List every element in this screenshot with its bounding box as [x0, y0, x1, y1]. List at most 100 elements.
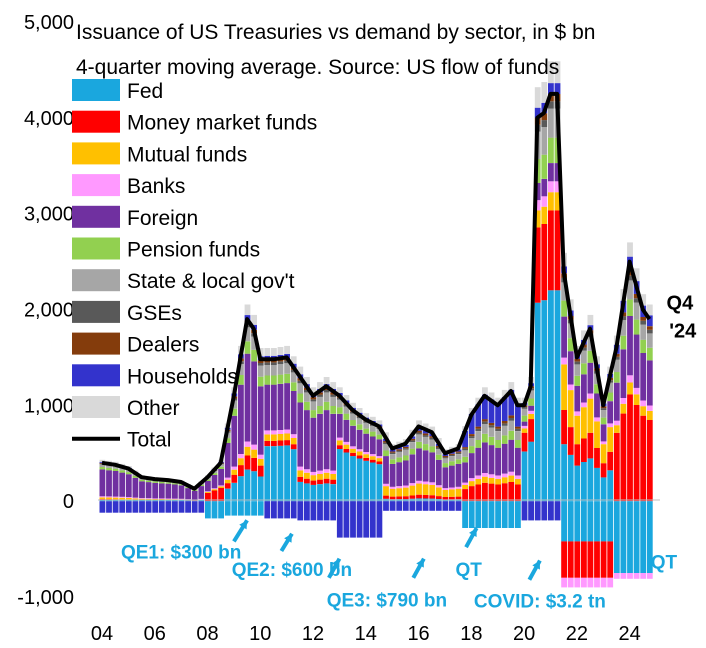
bar-segment: [132, 477, 139, 498]
bar-segment: [369, 456, 376, 460]
bar-segment: [442, 488, 449, 490]
bar-segment: [185, 488, 191, 500]
bar-segment: [475, 397, 482, 405]
bar-segment: [561, 282, 567, 301]
bar-segment: [304, 469, 310, 473]
bar-segment: [350, 420, 356, 426]
x-tick-label: 06: [144, 623, 166, 645]
bar-segment: [528, 390, 534, 399]
bar-segment: [244, 441, 251, 447]
bar-segment: [587, 350, 594, 363]
bar-segment: [145, 501, 152, 513]
bar-segment: [139, 479, 145, 482]
bar-segment: [416, 483, 422, 495]
bar-segment: [112, 497, 119, 500]
bar-segment: [541, 179, 548, 197]
bar-segment: [521, 432, 528, 452]
bar-segment: [218, 469, 224, 486]
bar-segment: [125, 501, 132, 513]
annotation-label: QT: [455, 560, 482, 581]
bar-segment: [429, 436, 436, 438]
bar-segment: [455, 454, 462, 460]
bar-segment: [396, 462, 403, 487]
bar-segment: [317, 484, 323, 502]
bar-segment: [482, 387, 488, 395]
bar-segment: [244, 455, 251, 470]
bar-segment: [158, 482, 165, 484]
bar-segment: [508, 439, 515, 472]
bar-segment: [594, 393, 600, 418]
bar-segment: [224, 438, 231, 443]
bar-segment: [389, 452, 396, 454]
bar-segment: [521, 415, 528, 422]
bar-segment: [244, 446, 251, 456]
annotation-label: QE3: $790 bn: [327, 591, 447, 612]
bar-segment: [119, 497, 126, 500]
bar-segment: [627, 280, 633, 300]
bar-segment: [304, 401, 310, 411]
bar-segment: [468, 486, 475, 502]
bar-segment: [409, 438, 416, 441]
bar-segment: [224, 488, 231, 502]
bar-segment: [402, 444, 409, 447]
legend-label: Households: [127, 365, 238, 388]
bar-segment: [224, 477, 231, 480]
bar-segment: [515, 440, 521, 448]
bar-segment: [640, 294, 647, 306]
bar-segment: [482, 424, 488, 434]
bar-segment: [323, 469, 330, 473]
bar-segment: [574, 415, 581, 445]
bar-segment: [178, 501, 185, 513]
bar-segment: [541, 206, 548, 224]
legend-label: State & local gov't: [127, 270, 295, 293]
bar-segment: [99, 469, 106, 497]
bar-segment: [462, 431, 468, 448]
bar-segment: [238, 501, 244, 516]
bar-segment: [323, 401, 330, 411]
legend-label: Money market funds: [127, 112, 317, 135]
bar-segment: [277, 440, 284, 446]
bar-segment: [548, 192, 554, 211]
bar-segment: [396, 447, 403, 450]
legend-label: Total: [127, 429, 171, 452]
bar-segment: [356, 418, 363, 425]
bar-segment: [581, 501, 587, 542]
bar-segment: [125, 497, 132, 500]
bar-segment: [620, 501, 627, 574]
bar-segment: [310, 399, 317, 402]
bar-segment: [165, 501, 172, 513]
bar-segment: [409, 440, 416, 442]
bar-segment: [172, 501, 178, 513]
bar-segment: [369, 454, 376, 457]
bar-segment: [528, 410, 534, 414]
bar-segment: [389, 488, 396, 497]
legend-label: Banks: [127, 175, 185, 198]
bar-segment: [548, 61, 554, 84]
bar-segment: [435, 485, 442, 488]
bar-segment: [198, 498, 205, 500]
bar-segment: [376, 461, 383, 465]
bar-segment: [363, 413, 370, 418]
bar-segment: [435, 447, 442, 449]
bar-segment: [389, 486, 396, 489]
annotation-arrowhead: [469, 528, 477, 537]
bar-segment: [534, 210, 541, 228]
bar-segment: [218, 488, 224, 502]
bar-segment: [508, 482, 515, 502]
bar-segment: [508, 430, 515, 440]
bar-segment: [369, 459, 376, 463]
bar-segment: [152, 500, 159, 502]
bar-segment: [594, 417, 600, 422]
bar-segment: [402, 448, 409, 450]
bar-segment: [178, 500, 185, 502]
bar-segment: [482, 476, 488, 483]
bar-segment: [449, 454, 455, 457]
bar-segment: [449, 456, 455, 462]
bar-segment: [587, 432, 594, 459]
bar-segment: [501, 389, 508, 398]
bar-segment: [620, 335, 627, 350]
bar-segment: [594, 577, 600, 588]
bar-segment: [640, 353, 647, 401]
bar-segment: [139, 501, 145, 513]
